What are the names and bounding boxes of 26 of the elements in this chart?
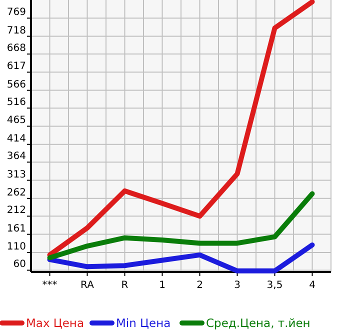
- x-tick-label: RA: [80, 280, 94, 291]
- x-tick-label: 3: [234, 280, 240, 291]
- x-tick-label: R: [121, 280, 128, 291]
- x-tick-label: 4: [309, 280, 316, 291]
- y-tick-label: 262: [6, 187, 26, 198]
- legend-label: Max Цена: [26, 316, 84, 330]
- y-tick-label: 60: [13, 259, 26, 270]
- y-tick-label: 769: [6, 7, 26, 18]
- x-tick-label: ***: [42, 280, 58, 291]
- y-tick-label: 516: [6, 97, 26, 108]
- y-tick-label: 110: [6, 241, 26, 252]
- legend-label: Сред.Цена, т.йен: [206, 316, 310, 330]
- x-tick-label: 3,5: [266, 280, 283, 291]
- y-tick-label: 617: [6, 61, 26, 72]
- y-tick-label: 313: [6, 169, 26, 180]
- y-tick-label: 718: [6, 25, 26, 36]
- y-tick-label: 465: [6, 115, 26, 126]
- x-tick-label: 2: [196, 280, 203, 291]
- y-tick-label: 566: [6, 79, 26, 90]
- y-tick-label: 161: [6, 223, 26, 234]
- y-tick-label: 212: [6, 205, 26, 216]
- y-tick-label: 414: [6, 133, 26, 144]
- y-tick-label: 668: [6, 43, 26, 54]
- x-tick-label: 1: [159, 280, 166, 291]
- legend-label: Min Цена: [116, 316, 171, 330]
- y-tick-label: 364: [6, 151, 26, 162]
